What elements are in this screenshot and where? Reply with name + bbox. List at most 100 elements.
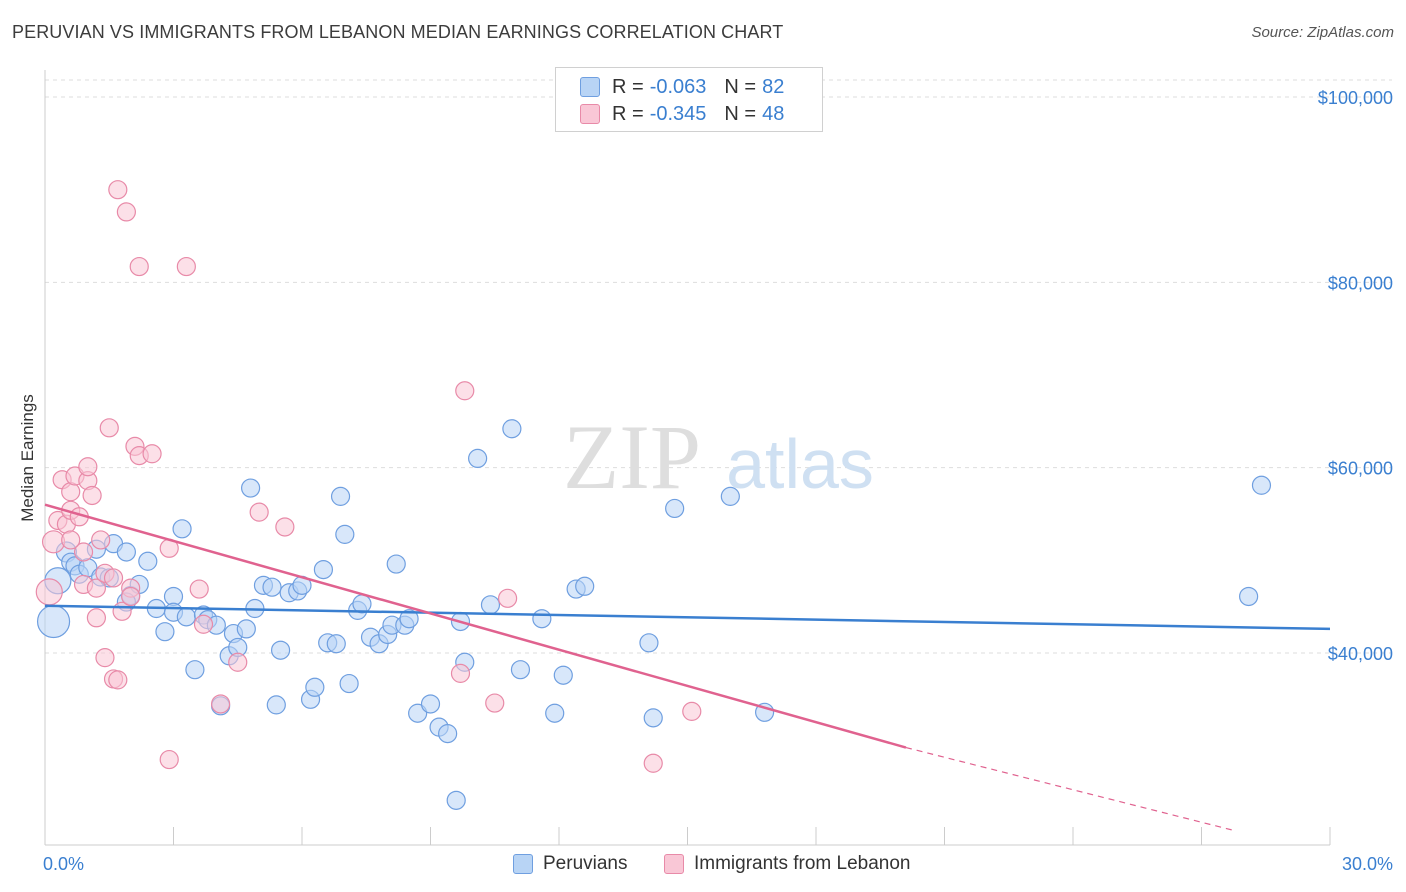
gridlines (45, 79, 1392, 654)
legend-row-peruvians: R = -0.063 N = 82 (580, 75, 802, 99)
lebanon-point[interactable] (129, 256, 149, 277)
peruvian-point[interactable] (1251, 475, 1272, 495)
peruvian-point[interactable] (575, 576, 595, 596)
legend-r-label: R = (612, 102, 644, 125)
peruvian-point[interactable] (1239, 586, 1259, 607)
lebanon-point[interactable] (249, 502, 269, 522)
lebanon-trend-line (44, 503, 907, 749)
peruvian-point[interactable] (236, 619, 256, 639)
peruvian-point[interactable] (116, 542, 136, 562)
peruvian-point[interactable] (446, 790, 466, 810)
lebanon-point[interactable] (82, 485, 102, 506)
peruvian-point[interactable] (665, 498, 685, 519)
lebanon-point[interactable] (61, 482, 81, 502)
peruvian-point[interactable] (545, 703, 565, 723)
bottom-legend-lebanon[interactable]: Immigrants from Lebanon (664, 852, 911, 876)
correlation-legend: R = -0.063 N = 82 R = -0.345 N = 48 (555, 67, 823, 132)
lebanon-point[interactable] (61, 530, 81, 550)
lebanon-point[interactable] (228, 652, 248, 672)
lebanon-point[interactable] (41, 530, 66, 554)
peruvian-point[interactable] (399, 609, 419, 629)
lebanon-point[interactable] (95, 648, 115, 668)
axes (44, 70, 1331, 846)
lebanon-point[interactable] (211, 694, 231, 714)
peruvian-point[interactable] (532, 609, 552, 629)
lebanon-point[interactable] (159, 749, 179, 770)
lebanon-point[interactable] (193, 614, 214, 634)
lebanon-point[interactable] (455, 381, 475, 401)
peruvian-point[interactable] (643, 708, 663, 728)
peruvian-point[interactable] (326, 634, 346, 654)
peruvian-point[interactable] (36, 604, 71, 639)
legend-row-lebanon: R = -0.345 N = 48 (580, 102, 802, 126)
lebanon-point[interactable] (142, 444, 162, 464)
lebanon-point[interactable] (485, 693, 505, 713)
peruvian-point[interactable] (480, 595, 501, 615)
legend-r-value: -0.345 (649, 102, 707, 125)
peruvian-point[interactable] (155, 622, 175, 642)
lebanon-point[interactable] (643, 753, 663, 773)
lebanon-point[interactable] (35, 578, 63, 606)
lebanon-point[interactable] (108, 670, 128, 690)
lebanon-point[interactable] (189, 579, 209, 599)
peruvian-point[interactable] (720, 486, 740, 506)
lebanon-point[interactable] (78, 457, 98, 477)
peruvian-point[interactable] (468, 448, 488, 468)
peruvian-point[interactable] (176, 607, 196, 627)
lebanon-point[interactable] (99, 418, 119, 438)
bottom-legend-swatch-lebanon (664, 854, 684, 874)
peruvian-point[interactable] (408, 703, 428, 723)
lebanon-point[interactable] (121, 586, 141, 607)
lebanon-point[interactable] (116, 202, 136, 222)
lebanon-point[interactable] (73, 542, 94, 562)
lebanon-point[interactable] (682, 701, 702, 721)
lebanon-point[interactable] (450, 663, 471, 683)
peruvian-point[interactable] (420, 694, 441, 714)
peruvian-point[interactable] (241, 478, 261, 498)
legend-swatch-peruvians (580, 77, 600, 97)
peruvian-point[interactable] (270, 640, 291, 660)
peruvian-point[interactable] (335, 524, 355, 544)
y-tick-label: $100,000 (1318, 88, 1393, 108)
legend-n-label: N = (724, 102, 757, 125)
legend-r-value: -0.063 (649, 75, 707, 98)
peruvian-point[interactable] (330, 486, 351, 506)
trend-lines (44, 503, 1331, 832)
lebanon-point[interactable] (86, 578, 107, 598)
peruvian-point[interactable] (262, 577, 282, 597)
lebanon-point[interactable] (176, 256, 196, 277)
y-tick-label: $40,000 (1328, 644, 1393, 664)
lebanon-point[interactable] (103, 568, 124, 588)
series-lebanon (35, 180, 702, 773)
lebanon-point[interactable] (498, 588, 518, 608)
peruvian-point[interactable] (172, 519, 192, 539)
lebanon-point[interactable] (91, 530, 111, 550)
peruvian-point[interactable] (553, 665, 573, 685)
peruvian-point[interactable] (339, 673, 359, 694)
peruvian-point[interactable] (510, 660, 531, 680)
peruvian-point[interactable] (305, 677, 325, 697)
peruvian-point[interactable] (386, 554, 406, 574)
peruvian-trend-line (44, 604, 1331, 631)
peruvian-point[interactable] (438, 724, 458, 744)
legend-n-label: N = (724, 75, 757, 98)
legend-n-value: 82 (762, 75, 785, 98)
lebanon-point[interactable] (275, 517, 295, 537)
legend-r-label: R = (612, 75, 644, 98)
watermark-zip: ZIP (563, 406, 701, 508)
peruvian-point[interactable] (138, 551, 158, 571)
peruvian-point[interactable] (313, 559, 334, 580)
y-tick-label: $60,000 (1328, 459, 1393, 479)
bottom-legend-swatch-peruvians (513, 854, 533, 874)
lebanon-point[interactable] (108, 180, 128, 200)
peruvian-point[interactable] (185, 660, 205, 680)
chart-title: PERUVIAN VS IMMIGRANTS FROM LEBANON MEDI… (12, 22, 784, 42)
lebanon-point[interactable] (86, 608, 107, 628)
peruvian-point[interactable] (639, 633, 659, 653)
y-axis-label: Median Earnings (18, 394, 37, 522)
peruvian-point[interactable] (266, 695, 286, 715)
bottom-legend-peruvians[interactable]: Peruvians (513, 852, 628, 876)
peruvian-point[interactable] (502, 419, 522, 439)
x-tick-label: 0.0% (43, 854, 84, 874)
